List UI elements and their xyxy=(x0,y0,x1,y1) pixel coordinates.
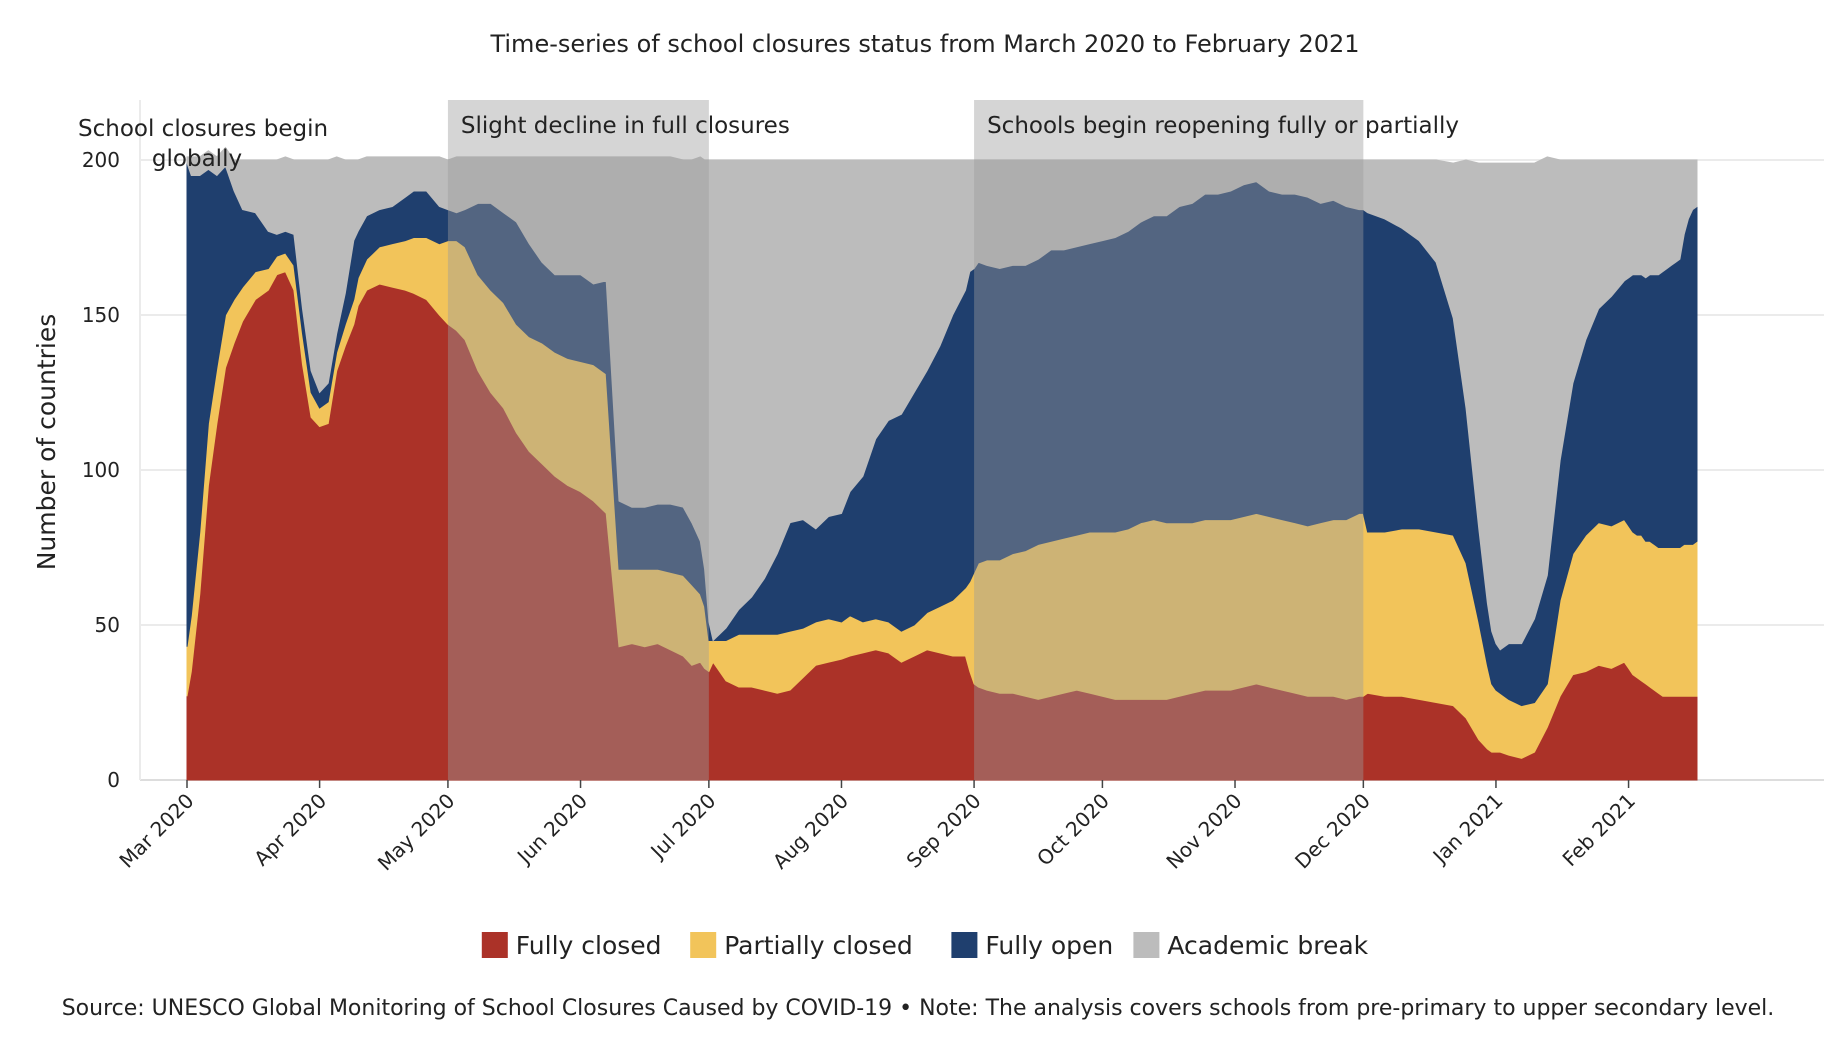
y-tick-label: 0 xyxy=(107,768,120,792)
x-tick-label: Nov 2020 xyxy=(1161,789,1246,874)
shaded-region-label: Schools begin reopening fully or partial… xyxy=(987,113,1459,139)
y-axis-label: Number of countries xyxy=(32,314,61,571)
x-tick-label: Feb 2021 xyxy=(1558,789,1640,871)
legend-swatch xyxy=(481,932,508,958)
legend-swatch xyxy=(951,932,978,958)
shaded-region xyxy=(447,100,709,780)
x-tick-label: Jul 2020 xyxy=(644,789,720,865)
y-tick-label: 100 xyxy=(82,458,120,482)
stacked-areas xyxy=(186,146,1698,781)
x-tick-label: Dec 2020 xyxy=(1290,789,1375,874)
legend: Fully closed Partially closed Fully open Ac… xyxy=(481,931,1369,960)
area-academic-break xyxy=(186,146,1698,651)
source-note: Source: UNESCO Global Monitoring of Scho… xyxy=(62,996,1775,1021)
legend-label: Fully open xyxy=(985,931,1113,960)
x-tick-label: May 2020 xyxy=(373,789,460,876)
x-tick-label: Mar 2020 xyxy=(114,789,198,873)
shaded-regions: Slight decline in full closures Schools b… xyxy=(447,100,1459,780)
legend-swatch xyxy=(690,932,717,958)
x-tick-label: Oct 2020 xyxy=(1032,789,1114,871)
y-tick-label: 200 xyxy=(82,148,120,172)
x-tick-label: Aug 2020 xyxy=(768,789,853,874)
x-tick-label: Jan 2021 xyxy=(1427,789,1508,870)
shaded-region-label: Slight decline in full closures xyxy=(461,113,790,139)
x-tick-label: Sep 2020 xyxy=(902,789,986,873)
x-tick-label: Jun 2020 xyxy=(511,789,592,870)
shaded-region xyxy=(974,100,1364,780)
x-tick-label: Apr 2020 xyxy=(249,789,331,871)
y-tick-label: 150 xyxy=(82,303,120,327)
annotation-line: globally xyxy=(152,146,242,172)
y-tick-label: 50 xyxy=(95,613,120,637)
annotations: School closures begin globally xyxy=(78,116,328,172)
legend-label: Fully closed xyxy=(516,931,662,960)
legend-label: Academic break xyxy=(1167,931,1368,960)
chart-title: Time-series of school closures status fr… xyxy=(489,30,1359,58)
annotation-line: School closures begin xyxy=(78,116,328,142)
legend-swatch xyxy=(1133,932,1160,958)
legend-label: Partially closed xyxy=(724,931,913,960)
